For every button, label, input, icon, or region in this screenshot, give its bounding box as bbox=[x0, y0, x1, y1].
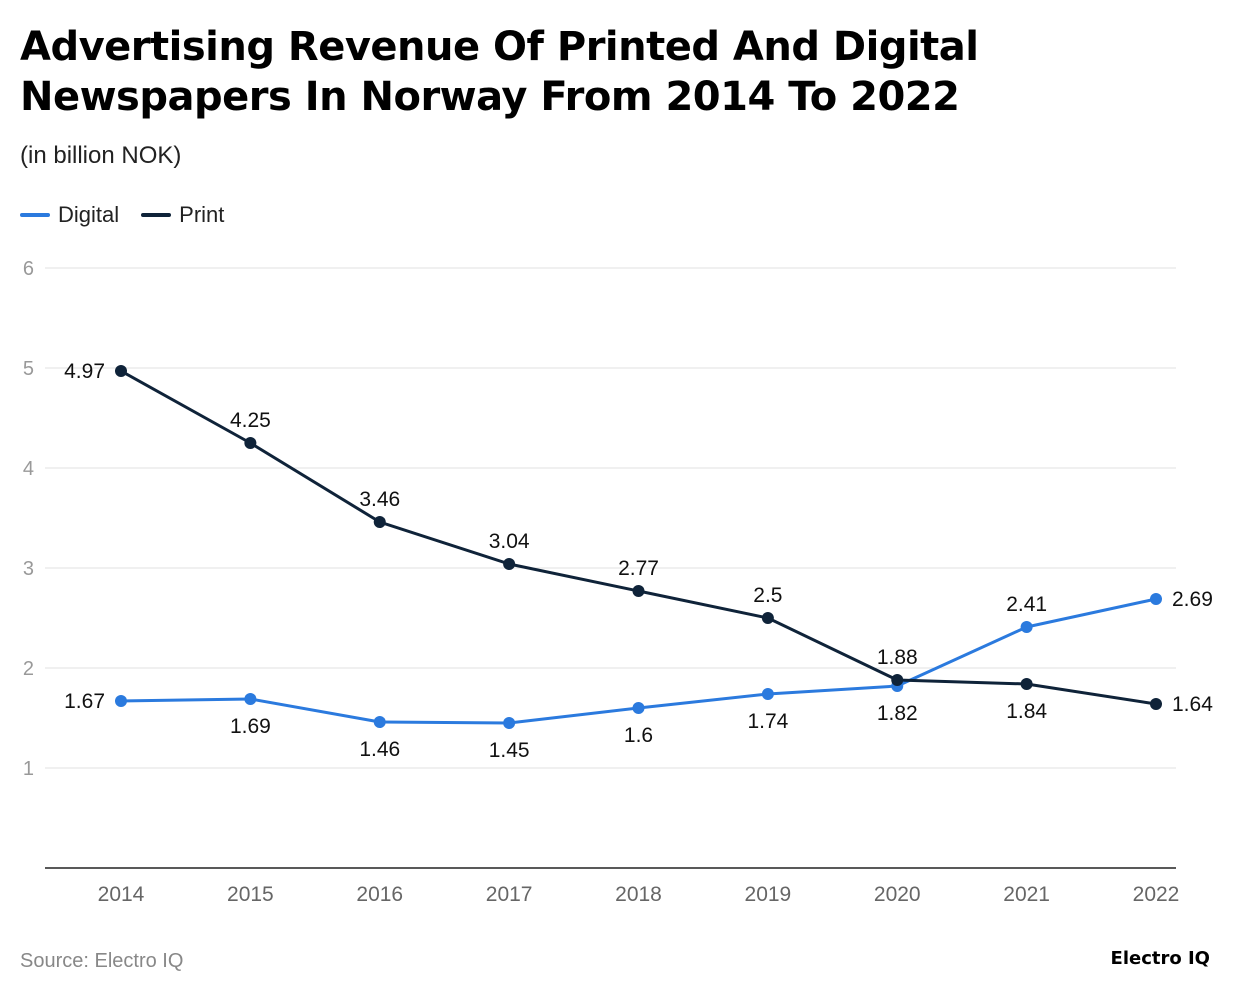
data-label-digital: 1.45 bbox=[489, 739, 530, 762]
y-tick-label: 2 bbox=[23, 658, 34, 680]
data-label-digital: 2.69 bbox=[1172, 588, 1213, 611]
data-label-print: 1.84 bbox=[1006, 700, 1047, 723]
legend-label-print: Print bbox=[179, 202, 225, 227]
data-point-print bbox=[891, 674, 904, 686]
x-tick-label: 2016 bbox=[356, 883, 403, 906]
y-tick-label: 3 bbox=[23, 558, 34, 580]
y-tick-label: 4 bbox=[23, 458, 34, 480]
legend-swatch-digital bbox=[20, 213, 50, 217]
data-point-digital bbox=[1020, 621, 1033, 633]
x-tick-label: 2015 bbox=[227, 883, 274, 906]
x-tick-label: 2022 bbox=[1133, 883, 1180, 906]
x-tick-label: 2014 bbox=[98, 883, 145, 906]
data-point-digital bbox=[632, 702, 645, 714]
data-label-print: 2.77 bbox=[618, 557, 659, 580]
data-point-digital bbox=[761, 688, 774, 700]
y-tick-label: 5 bbox=[23, 358, 34, 380]
data-label-digital: 2.41 bbox=[1006, 593, 1047, 616]
data-point-print bbox=[1020, 678, 1033, 690]
data-label-print: 2.5 bbox=[753, 584, 782, 607]
data-label-print: 3.46 bbox=[359, 488, 400, 511]
data-label-digital: 1.46 bbox=[359, 738, 400, 761]
x-tick-label: 2018 bbox=[615, 883, 662, 906]
data-point-print bbox=[1150, 698, 1162, 710]
data-point-print bbox=[373, 516, 386, 528]
data-label-digital: 1.82 bbox=[877, 702, 918, 725]
chart-title: Advertising Revenue Of Printed And Digit… bbox=[20, 24, 979, 120]
data-point-digital bbox=[244, 693, 257, 705]
data-point-print bbox=[761, 612, 774, 624]
x-tick-label: 2019 bbox=[745, 883, 792, 906]
y-tick-label: 1 bbox=[23, 758, 34, 780]
data-point-digital bbox=[373, 716, 386, 728]
data-label-print: 3.04 bbox=[489, 530, 530, 553]
data-label-digital: 1.69 bbox=[230, 715, 271, 738]
x-tick-label: 2021 bbox=[1003, 883, 1050, 906]
legend: Digital Print bbox=[20, 202, 224, 228]
data-label-print: 1.88 bbox=[877, 646, 918, 669]
data-point-digital bbox=[1150, 593, 1162, 605]
legend-label-digital: Digital bbox=[58, 202, 120, 227]
data-point-print bbox=[503, 558, 516, 570]
chart-subtitle: (in billion NOK) bbox=[20, 142, 182, 169]
data-point-digital bbox=[503, 717, 516, 729]
data-label-print: 4.97 bbox=[64, 360, 105, 383]
series-line-print bbox=[120, 369, 1157, 706]
data-point-print bbox=[115, 365, 127, 377]
data-label-print: 4.25 bbox=[230, 409, 271, 432]
brand-logo: Electro IQ bbox=[1110, 948, 1210, 969]
data-label-digital: 1.6 bbox=[624, 724, 653, 747]
data-label-print: 1.64 bbox=[1172, 693, 1213, 716]
x-tick-label: 2020 bbox=[874, 883, 921, 906]
y-tick-label: 6 bbox=[23, 258, 34, 280]
legend-item-digital[interactable]: Digital bbox=[20, 202, 119, 228]
data-point-print bbox=[632, 585, 645, 597]
source-note: Source: Electro IQ bbox=[20, 950, 184, 972]
data-label-digital: 1.74 bbox=[747, 710, 788, 733]
legend-swatch-print bbox=[141, 213, 172, 217]
legend-item-print[interactable]: Print bbox=[141, 202, 224, 228]
data-point-print bbox=[244, 437, 257, 449]
x-tick-label: 2017 bbox=[486, 883, 533, 906]
data-label-digital: 1.67 bbox=[64, 690, 105, 713]
data-point-digital bbox=[115, 695, 127, 707]
